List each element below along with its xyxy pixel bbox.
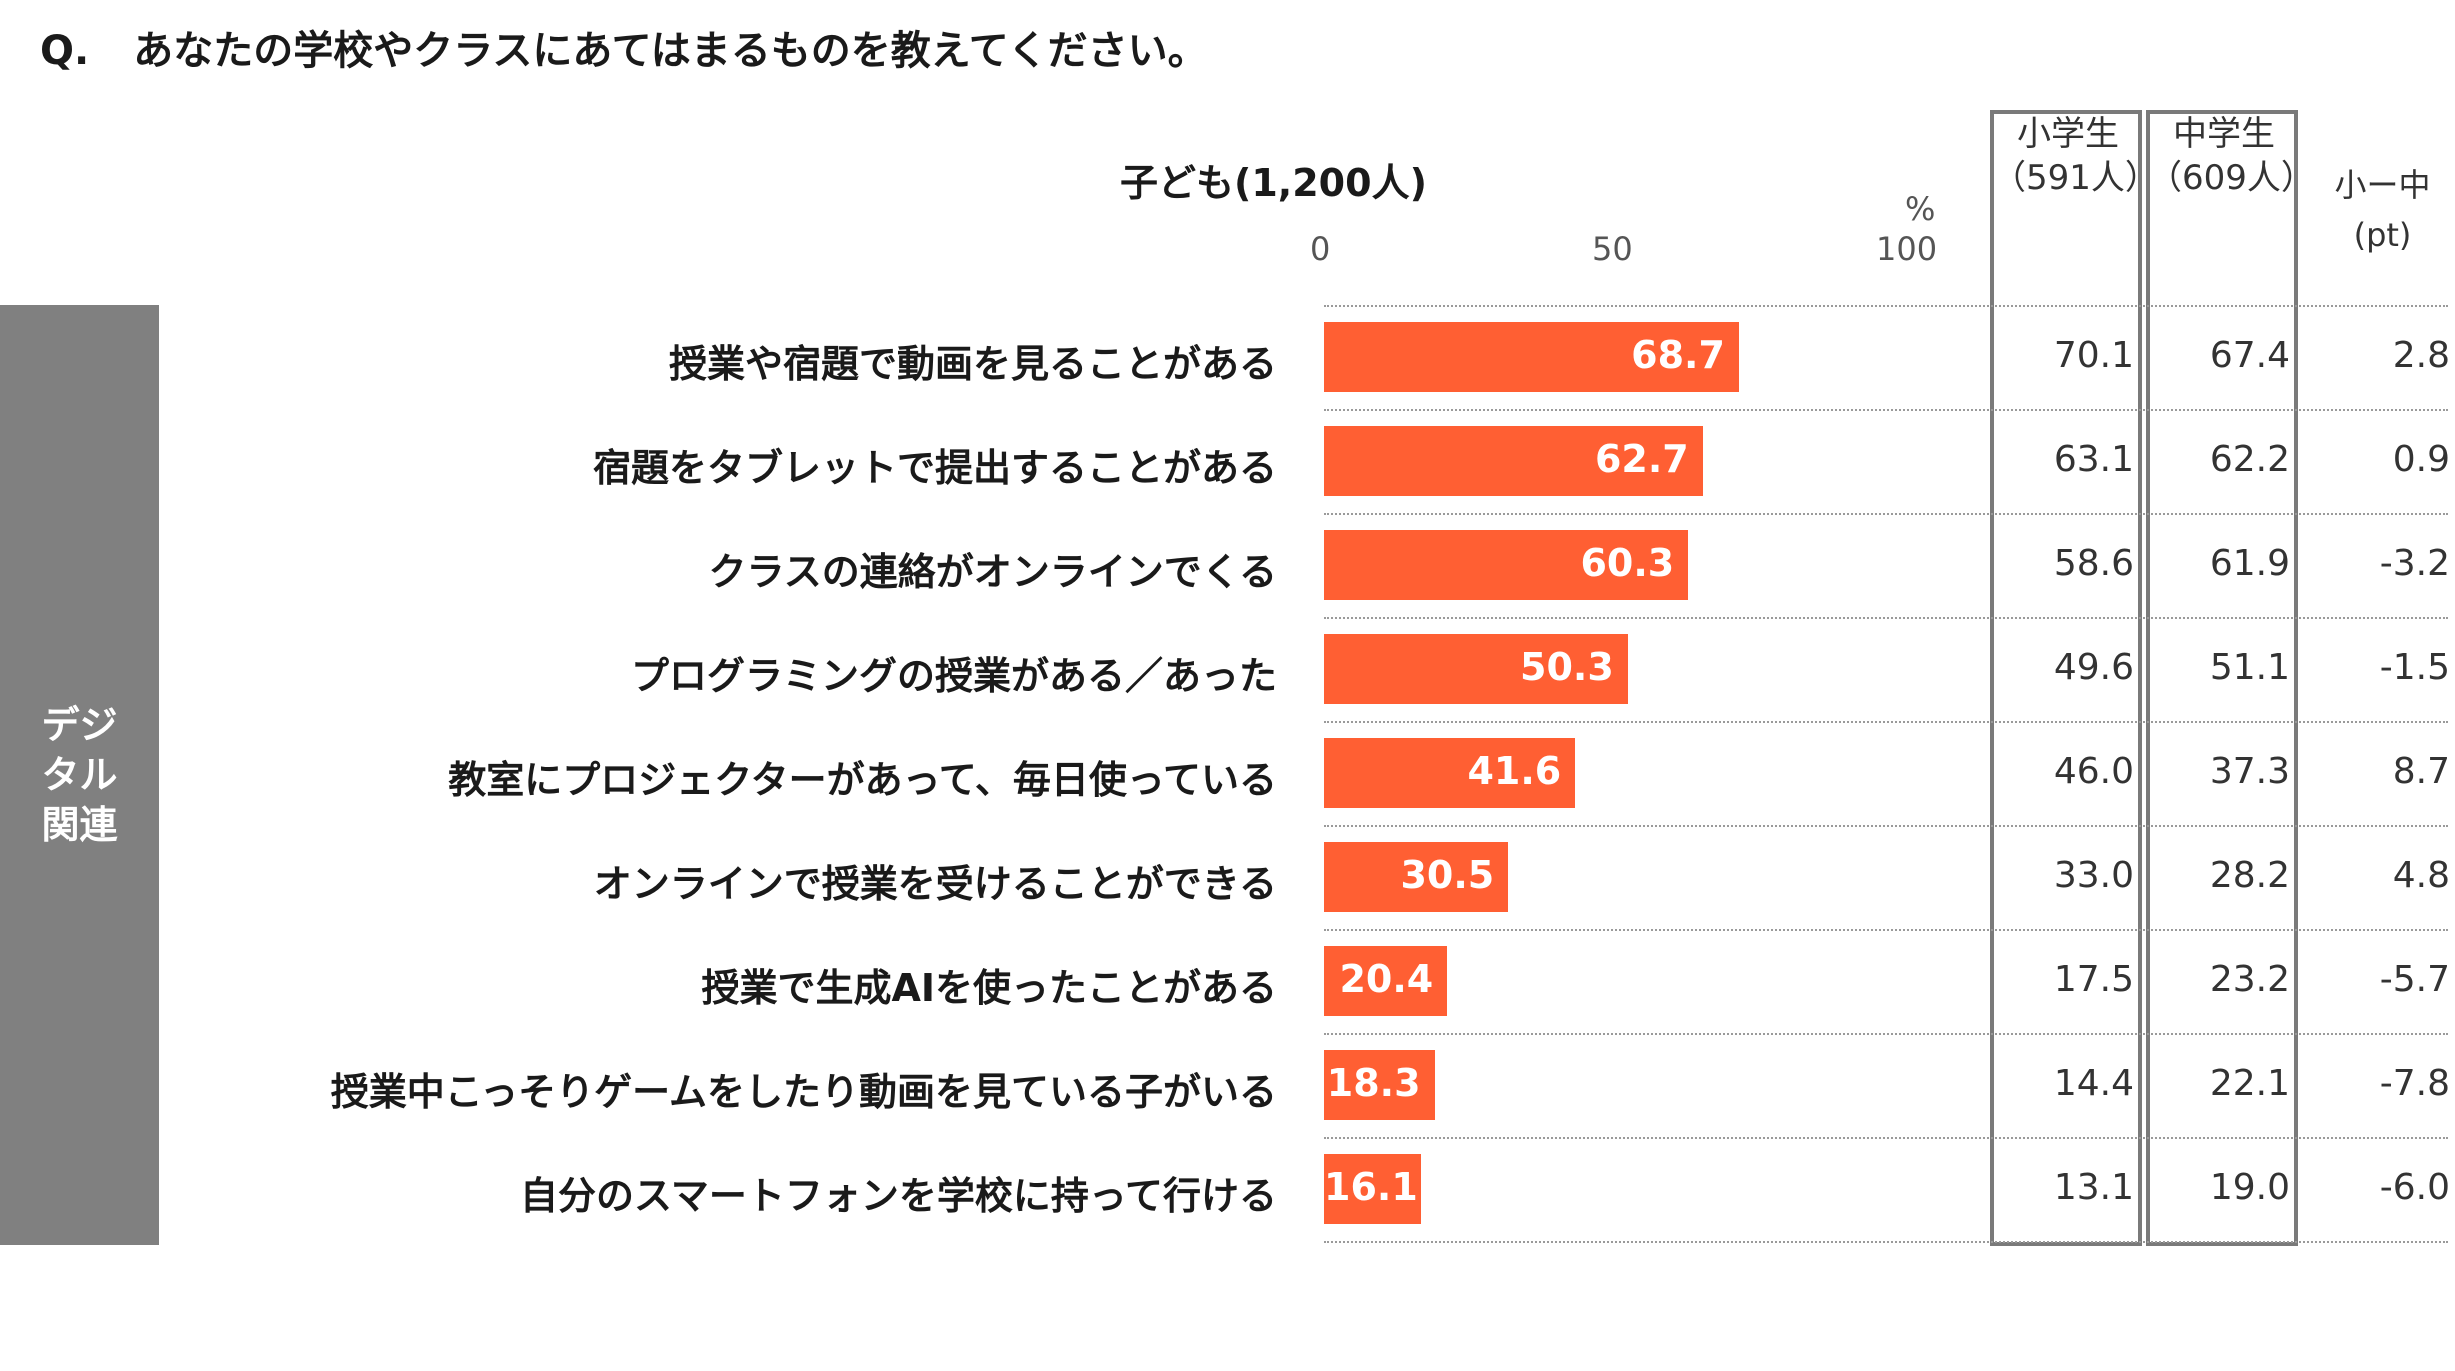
- bar-value-label: 41.6: [1467, 749, 1562, 793]
- middle-value: 37.3: [2209, 751, 2290, 792]
- bar: [1324, 634, 1628, 704]
- row-divider: [1324, 1137, 2448, 1139]
- middle-value: 61.9: [2209, 543, 2290, 584]
- bar-value-label: 60.3: [1580, 541, 1675, 585]
- elementary-value: 46.0: [2053, 751, 2134, 792]
- row-divider: [1324, 1033, 2448, 1035]
- category-label: クラスの連絡がオンラインでくる: [708, 550, 1277, 594]
- elementary-value: 14.4: [2053, 1063, 2134, 1104]
- tick-label-100: 100: [1876, 230, 1938, 268]
- middle-n: （609人）: [2148, 158, 2315, 198]
- category-label: 宿題をタブレットで提出することがある: [592, 446, 1277, 490]
- bar-value-label: 18.3: [1326, 1061, 1421, 1105]
- row-divider: [1324, 409, 2448, 411]
- row-divider: [1324, 825, 2448, 827]
- bar-value-label: 62.7: [1594, 437, 1689, 481]
- category-label: オンラインで授業を受けることができる: [593, 862, 1277, 906]
- bar-value-label: 20.4: [1339, 957, 1434, 1001]
- bar-value-label: 68.7: [1631, 333, 1725, 377]
- elementary-value: 33.0: [2053, 855, 2134, 896]
- elementary-title: 小学生: [2017, 114, 2119, 154]
- elementary-value: 58.6: [2053, 543, 2134, 584]
- category-label: 教室にプロジェクターがあって、毎日使っている: [448, 758, 1277, 802]
- diff-value: -5.7: [2379, 959, 2450, 1000]
- elementary-header: 小学生 （591人）: [1992, 112, 2159, 200]
- axis-unit: %: [1905, 190, 1936, 228]
- elementary-column-box: [1990, 110, 2142, 1246]
- diff-value: 4.8: [2392, 855, 2450, 896]
- middle-value: 23.2: [2209, 959, 2290, 1000]
- bar: [1324, 842, 1509, 912]
- diff-title: 小ー中: [2334, 166, 2431, 204]
- row-divider: [1324, 929, 2448, 931]
- bar: [1324, 946, 1448, 1016]
- category-label: 自分のスマートフォンを学校に持って行ける: [520, 1174, 1277, 1218]
- bar: [1324, 738, 1576, 808]
- elementary-value: 70.1: [2053, 335, 2134, 376]
- diff-value: -3.2: [2379, 543, 2450, 584]
- question: Q. あなたの学校やクラスにあてはまるものを教えてください。: [40, 18, 1208, 76]
- tick-label-50: 50: [1592, 230, 1633, 268]
- row-divider: [1324, 721, 2448, 723]
- diff-unit: (pt): [2353, 216, 2412, 254]
- category-label: プログラミングの授業がある／あった: [630, 654, 1277, 698]
- category-label: 授業中こっそりゲームをしたり動画を見ている子がいる: [330, 1070, 1277, 1114]
- bar: [1324, 1154, 1422, 1224]
- bar-value-label: 16.1: [1324, 1165, 1418, 1209]
- category-label: 授業で生成AIを使ったことがある: [701, 966, 1277, 1010]
- middle-value: 28.2: [2209, 855, 2290, 896]
- row-divider: [1324, 513, 2448, 515]
- category-label: 授業や宿題で動画を見ることがある: [668, 342, 1277, 386]
- diff-value: 0.9: [2392, 439, 2450, 480]
- elementary-value: 63.1: [2053, 439, 2134, 480]
- diff-value: -1.5: [2379, 647, 2450, 688]
- diff-value: -6.0: [2379, 1167, 2450, 1208]
- question-mark: Q.: [40, 28, 90, 74]
- elementary-value: 13.1: [2053, 1167, 2134, 1208]
- middle-value: 62.2: [2209, 439, 2290, 480]
- group-sidebar: [0, 305, 159, 1245]
- middle-column-box: [2146, 110, 2298, 1246]
- middle-header: 中学生 （609人）: [2148, 112, 2315, 200]
- row-divider: [1324, 617, 2448, 619]
- middle-title: 中学生: [2173, 114, 2275, 154]
- diff-header: 小ー中 (pt): [2310, 160, 2455, 260]
- bar: [1324, 322, 1739, 392]
- middle-value: 22.1: [2209, 1063, 2290, 1104]
- bar: [1324, 1050, 1435, 1120]
- bar: [1324, 426, 1703, 496]
- diff-value: 8.7: [2392, 751, 2450, 792]
- bar: [1324, 530, 1689, 600]
- row-divider: [1324, 1241, 2448, 1243]
- middle-value: 51.1: [2209, 647, 2290, 688]
- question-text: あなたの学校やクラスにあてはまるものを教えてください。: [133, 28, 1208, 74]
- diff-value: -7.8: [2379, 1063, 2450, 1104]
- diff-value: 2.8: [2392, 335, 2450, 376]
- chart-title: 子ども(1,200人): [1120, 161, 1427, 205]
- bar-value-label: 50.3: [1520, 645, 1614, 689]
- elementary-value: 17.5: [2053, 959, 2134, 1000]
- group-label: デジ タル 関連: [41, 703, 118, 847]
- middle-value: 19.0: [2209, 1167, 2290, 1208]
- row-divider-top: [1324, 305, 2448, 307]
- bar-value-label: 30.5: [1400, 853, 1495, 897]
- middle-value: 67.4: [2209, 335, 2290, 376]
- elementary-n: （591人）: [1992, 158, 2159, 198]
- elementary-value: 49.6: [2053, 647, 2134, 688]
- tick-label-0: 0: [1310, 230, 1331, 268]
